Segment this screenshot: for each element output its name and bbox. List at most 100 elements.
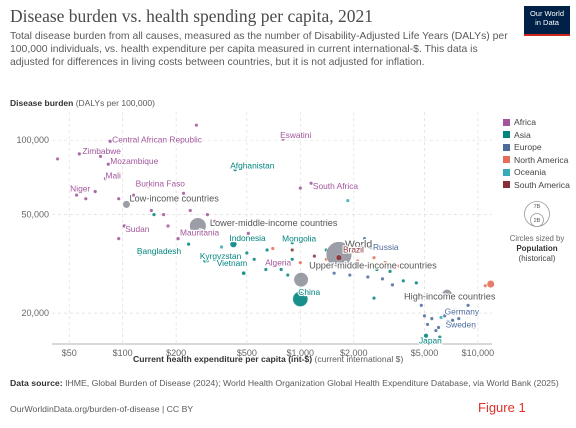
data-point[interactable]: [352, 241, 356, 245]
data-point-low-income-countries[interactable]: [122, 200, 131, 209]
data-point[interactable]: [457, 317, 461, 321]
owid-logo[interactable]: Our World in Data: [524, 6, 570, 36]
data-point[interactable]: [271, 246, 275, 251]
data-point[interactable]: [98, 154, 103, 158]
data-point[interactable]: [219, 245, 224, 249]
data-point[interactable]: [318, 264, 323, 268]
data-point[interactable]: [434, 328, 438, 333]
data-point-china[interactable]: [292, 291, 308, 307]
data-point[interactable]: [430, 317, 434, 321]
data-point[interactable]: [380, 277, 385, 281]
data-point[interactable]: [194, 123, 198, 127]
data-point-mongolia[interactable]: [290, 240, 295, 245]
data-point-mauritania[interactable]: [176, 236, 181, 241]
data-point[interactable]: [245, 251, 249, 255]
data-point-sudan[interactable]: [122, 224, 127, 228]
data-point[interactable]: [461, 322, 466, 327]
legend-item-oceania[interactable]: Oceania: [503, 166, 575, 179]
data-point[interactable]: [265, 248, 269, 252]
data-point[interactable]: [425, 322, 430, 327]
data-point[interactable]: [312, 254, 316, 258]
data-point[interactable]: [446, 319, 450, 324]
data-point[interactable]: [252, 257, 256, 261]
data-point-lower-middle-income-countries[interactable]: [189, 217, 207, 235]
data-point[interactable]: [181, 191, 186, 195]
data-point[interactable]: [84, 197, 88, 201]
data-point[interactable]: [188, 208, 192, 213]
data-point[interactable]: [166, 224, 170, 228]
data-point-brazil[interactable]: [335, 254, 343, 261]
data-point-vietnam[interactable]: [241, 271, 246, 276]
data-point-kyrgyzstan[interactable]: [202, 258, 207, 263]
data-point-sweden[interactable]: [450, 318, 455, 323]
data-point-germany[interactable]: [451, 308, 456, 313]
data-point[interactable]: [472, 325, 476, 330]
data-point-zimbabwe[interactable]: [77, 151, 82, 156]
data-point-afghanistan[interactable]: [233, 167, 238, 172]
data-point-algeria[interactable]: [281, 260, 286, 265]
data-point[interactable]: [213, 219, 217, 223]
legend-item-africa[interactable]: Africa: [503, 116, 575, 129]
data-point[interactable]: [375, 267, 379, 272]
data-point[interactable]: [290, 248, 294, 252]
data-point[interactable]: [135, 183, 139, 187]
data-point[interactable]: [422, 314, 427, 318]
data-point[interactable]: [279, 267, 283, 272]
data-point[interactable]: [419, 303, 423, 307]
data-point-niger[interactable]: [93, 189, 98, 194]
data-point[interactable]: [483, 284, 487, 288]
source-url[interactable]: OurWorldinData.org/burden-of-disease | C…: [10, 404, 194, 414]
data-point[interactable]: [348, 273, 352, 277]
data-point[interactable]: [362, 237, 367, 241]
data-point[interactable]: [438, 335, 442, 339]
data-point-mozambique[interactable]: [106, 162, 111, 167]
data-point[interactable]: [390, 283, 395, 287]
legend-item-europe[interactable]: Europe: [503, 141, 575, 154]
data-point[interactable]: [152, 213, 156, 217]
data-point[interactable]: [186, 242, 191, 246]
data-point-burkina-faso[interactable]: [146, 184, 151, 189]
data-point-bangladesh[interactable]: [137, 250, 143, 256]
data-point[interactable]: [355, 259, 360, 263]
data-point[interactable]: [461, 311, 465, 315]
data-point[interactable]: [149, 208, 153, 213]
legend-item-north-america[interactable]: North America: [503, 154, 575, 167]
data-point[interactable]: [405, 294, 409, 298]
data-point[interactable]: [205, 259, 210, 263]
data-point[interactable]: [162, 213, 166, 217]
data-point-japan[interactable]: [423, 333, 429, 339]
data-point[interactable]: [117, 197, 121, 201]
data-point[interactable]: [298, 260, 302, 265]
data-point[interactable]: [439, 315, 443, 320]
data-point[interactable]: [436, 325, 441, 330]
data-point[interactable]: [375, 262, 379, 266]
legend-item-south-america[interactable]: South America: [503, 179, 575, 192]
data-point[interactable]: [397, 264, 401, 268]
data-point-eswatini[interactable]: [281, 137, 286, 142]
data-point-indonesia[interactable]: [229, 240, 237, 248]
data-point-high-income-countries[interactable]: [441, 288, 453, 300]
data-point[interactable]: [117, 237, 121, 241]
data-point[interactable]: [55, 157, 60, 161]
data-point-russia[interactable]: [368, 244, 374, 250]
data-point[interactable]: [205, 213, 210, 217]
data-point[interactable]: [332, 271, 336, 275]
data-point[interactable]: [372, 256, 376, 260]
data-point[interactable]: [466, 303, 470, 307]
data-point[interactable]: [383, 260, 387, 265]
data-point[interactable]: [74, 193, 79, 197]
data-point-upper-middle-income-countries[interactable]: [293, 272, 309, 288]
data-point-united-states[interactable]: [486, 280, 495, 288]
data-point-central-african-republic[interactable]: [108, 139, 113, 144]
data-point[interactable]: [366, 275, 370, 279]
data-point-world[interactable]: [325, 241, 353, 268]
data-point[interactable]: [372, 296, 376, 300]
data-point[interactable]: [264, 267, 268, 272]
data-point[interactable]: [346, 198, 350, 203]
data-point[interactable]: [309, 181, 313, 185]
data-point[interactable]: [131, 193, 136, 197]
data-point[interactable]: [170, 198, 174, 203]
data-point[interactable]: [286, 273, 290, 277]
data-point[interactable]: [414, 281, 418, 285]
data-point[interactable]: [443, 314, 447, 318]
